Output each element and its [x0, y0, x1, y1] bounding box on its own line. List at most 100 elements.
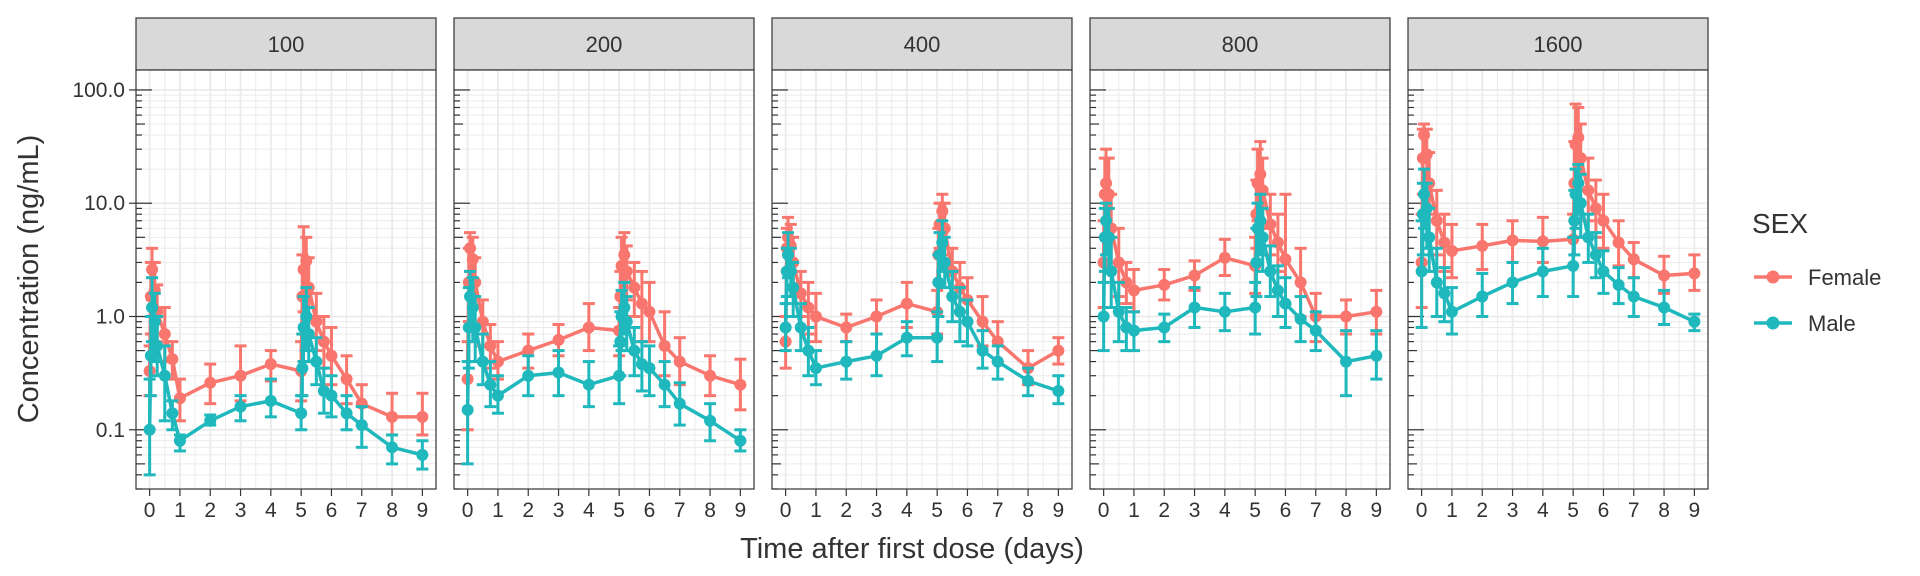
x-tick-label: 2	[522, 499, 534, 522]
panel-border	[1089, 69, 1391, 490]
log-ticks	[772, 89, 788, 490]
x-tick-label: 4	[901, 499, 913, 522]
data-point	[325, 349, 338, 362]
data-point	[484, 339, 497, 352]
data-point	[1158, 321, 1171, 334]
data-point	[295, 407, 308, 420]
facet-strip-label: 800	[1222, 32, 1259, 57]
data-point	[1112, 256, 1125, 269]
data-point	[1309, 324, 1322, 337]
data-point	[1052, 384, 1065, 397]
data-point	[1438, 236, 1451, 249]
data-point	[144, 349, 157, 362]
x-tick-label: 6	[1280, 499, 1292, 522]
data-point	[1188, 269, 1201, 282]
data-point	[1105, 265, 1118, 278]
data-point	[628, 281, 641, 294]
data-point	[628, 344, 641, 357]
data-point	[1438, 287, 1451, 300]
series-male	[461, 269, 747, 466]
data-point	[658, 378, 671, 391]
data-point	[1506, 234, 1519, 247]
data-point	[522, 369, 535, 382]
data-point	[658, 339, 671, 352]
data-point	[961, 315, 974, 328]
data-point	[300, 254, 313, 267]
data-point	[1254, 168, 1267, 181]
x-tick-label: 1	[810, 499, 822, 522]
data-point	[1294, 276, 1307, 289]
data-point	[618, 248, 631, 261]
data-point	[734, 434, 747, 447]
x-tick-label: 5	[1567, 499, 1579, 522]
facet-strip	[135, 17, 437, 71]
data-point	[620, 315, 633, 328]
data-point	[386, 410, 399, 423]
data-point	[704, 414, 717, 427]
data-point	[461, 403, 474, 416]
data-point	[1271, 284, 1284, 297]
x-tick-label: 8	[704, 499, 716, 522]
data-point	[991, 355, 1004, 368]
x-grid	[784, 70, 1060, 489]
data-point	[146, 263, 159, 276]
x-tick-label: 7	[1628, 499, 1640, 522]
data-point	[1158, 278, 1171, 291]
data-point	[900, 297, 913, 310]
legend-title: SEX	[1752, 208, 1808, 239]
data-point	[464, 290, 477, 303]
data-point	[1572, 177, 1585, 190]
y-tick-label: 0.1	[96, 419, 125, 442]
log-ticks	[454, 89, 470, 490]
series-male	[1415, 162, 1701, 336]
facet-strip-label: 400	[904, 32, 941, 57]
data-point	[173, 392, 186, 405]
data-point	[204, 414, 217, 427]
data-point	[794, 321, 807, 334]
legend-key-point	[1766, 316, 1780, 330]
data-point	[204, 376, 217, 389]
data-point	[782, 248, 795, 261]
x-tick-label: 3	[871, 499, 883, 522]
x-tick-label: 1	[174, 499, 186, 522]
x-tick-label: 8	[1022, 499, 1034, 522]
data-point	[1582, 184, 1595, 197]
series-male	[1097, 192, 1383, 398]
data-point	[1370, 349, 1383, 362]
data-point	[466, 253, 479, 266]
data-point	[1250, 256, 1263, 269]
data-point	[1254, 214, 1267, 227]
data-point	[158, 369, 171, 382]
data-point	[476, 355, 489, 368]
data-point	[1100, 214, 1113, 227]
data-point	[1612, 236, 1625, 249]
data-point	[1264, 218, 1277, 231]
data-point	[1100, 177, 1113, 190]
data-point	[840, 355, 853, 368]
legend-entries: Female Male	[1754, 265, 1881, 336]
data-point	[1688, 267, 1701, 280]
x-tick-label: 2	[204, 499, 216, 522]
x-tick-label: 8	[1658, 499, 1670, 522]
data-point	[1567, 259, 1580, 272]
panel-border	[771, 69, 1073, 490]
data-point	[618, 301, 631, 314]
data-point	[1264, 265, 1277, 278]
data-point	[340, 407, 353, 420]
x-tick-label: 8	[386, 499, 398, 522]
data-point	[325, 389, 338, 402]
x-tick-label: 0	[462, 499, 474, 522]
facet-strip	[771, 17, 1073, 71]
data-point	[1423, 231, 1436, 244]
x-tick-label: 0	[1416, 499, 1428, 522]
data-point	[1249, 301, 1262, 314]
x-tick-label: 6	[962, 499, 974, 522]
data-point	[416, 448, 429, 461]
data-point	[976, 315, 989, 328]
data-point	[173, 434, 186, 447]
data-point	[809, 362, 822, 375]
data-point	[1597, 214, 1610, 227]
x-tick-label: 4	[1537, 499, 1549, 522]
data-point	[355, 419, 368, 432]
